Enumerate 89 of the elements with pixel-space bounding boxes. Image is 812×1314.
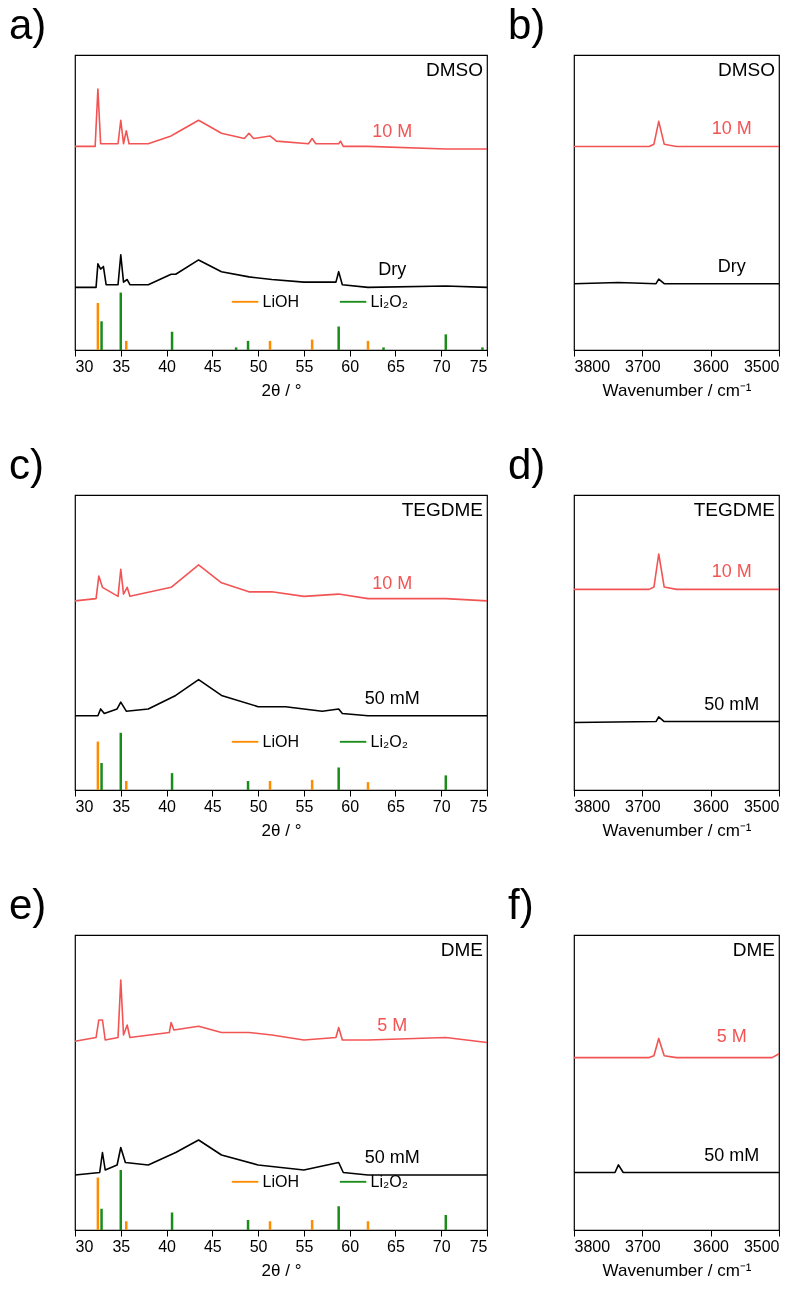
chart-title: e) — [9, 881, 47, 928]
text: TEGDME — [693, 499, 775, 520]
bar — [337, 326, 340, 350]
bar — [100, 762, 103, 790]
series-label: 50 mM — [704, 693, 760, 714]
x-tick-label: 3600 — [693, 357, 730, 375]
series-label: Dry — [717, 255, 746, 276]
series-label: 5 M — [377, 1014, 408, 1035]
x-tick-label: 3500 — [743, 1237, 780, 1255]
x-tick-label: 75 — [469, 1237, 488, 1255]
series-label: 50 mM — [364, 1147, 420, 1167]
legend-label: Li₂O₂ — [370, 1172, 408, 1190]
x-tick-label: 40 — [158, 1237, 177, 1255]
x-tick-label: 65 — [387, 1237, 405, 1255]
bar — [337, 767, 340, 790]
bar — [100, 321, 103, 350]
series-label: 10 M — [711, 118, 752, 139]
legend-label: Li₂O₂ — [370, 292, 408, 310]
x-tick-label: 60 — [341, 797, 360, 815]
series-label: Dry — [378, 259, 407, 280]
x-tick-label: 3700 — [625, 357, 661, 375]
x-tick-label: 75 — [469, 797, 488, 815]
x-tick-label: 50 — [249, 357, 268, 375]
series-label: 5 M — [716, 1025, 747, 1046]
x-tick-label: 30 — [75, 357, 94, 375]
bar — [125, 340, 128, 350]
series-label: 50 mM — [364, 687, 420, 708]
series-label: 50 mM — [704, 1144, 760, 1165]
bar — [125, 780, 128, 790]
x-tick-label: 40 — [158, 357, 177, 375]
chart-title: b) — [508, 1, 546, 48]
x-tick-label: 70 — [432, 1237, 451, 1255]
x-tick-label: 70 — [432, 797, 451, 815]
x-tick-label: 35 — [112, 797, 131, 815]
x-tick-label: 60 — [341, 1237, 360, 1255]
series-label: 10 M — [372, 120, 413, 141]
bar — [100, 1208, 103, 1230]
chart-title: a) — [9, 1, 47, 48]
x-tick-label: 3600 — [693, 797, 730, 815]
bar — [125, 1221, 128, 1230]
series-label: 10 M — [711, 561, 752, 582]
x-axis-title: 2θ / ° — [261, 380, 302, 400]
chart-title: c) — [9, 441, 44, 488]
x-axis-title: Wavenumber / cm⁻¹ — [602, 1260, 752, 1280]
x-tick-label: 55 — [295, 1237, 314, 1255]
legend-label: LiOH — [262, 292, 300, 310]
x-axis-title: Wavenumber / cm⁻¹ — [602, 380, 752, 400]
legend-label: LiOH — [262, 1172, 300, 1190]
x-tick-label: 40 — [158, 797, 177, 815]
series-label: 10 M — [372, 572, 413, 593]
x-tick-label: 55 — [295, 797, 314, 815]
x-tick-label: 65 — [387, 357, 405, 375]
x-tick-label: 3800 — [574, 797, 611, 815]
text: TEGDME — [401, 499, 483, 520]
text: DME — [440, 939, 483, 960]
x-tick-label: 3800 — [574, 1237, 611, 1255]
x-axis-title: 2θ / ° — [261, 1260, 302, 1280]
bar — [481, 347, 484, 350]
x-tick-label: 35 — [112, 357, 131, 375]
x-tick-label: 35 — [112, 1237, 131, 1255]
x-tick-label: 65 — [387, 797, 405, 815]
x-tick-label: 55 — [295, 357, 314, 375]
x-tick-label: 45 — [203, 797, 222, 815]
x-axis-title: 2θ / ° — [261, 820, 302, 840]
x-tick-label: 3700 — [625, 797, 661, 815]
bar — [337, 1206, 340, 1230]
bar — [382, 347, 385, 350]
text: DME — [732, 939, 775, 960]
chart-title: f) — [508, 881, 534, 928]
x-axis-title: Wavenumber / cm⁻¹ — [602, 820, 752, 840]
text: DMSO — [426, 59, 483, 80]
x-tick-label: 45 — [203, 1237, 222, 1255]
x-tick-label: 50 — [249, 1237, 268, 1255]
x-tick-label: 45 — [203, 357, 222, 375]
x-tick-label: 3500 — [743, 357, 780, 375]
x-tick-label: 3600 — [693, 1237, 730, 1255]
x-tick-label: 3700 — [625, 1237, 661, 1255]
legend-label: Li₂O₂ — [370, 732, 408, 750]
chart-title: d) — [508, 441, 546, 488]
x-tick-label: 75 — [469, 357, 488, 375]
x-tick-label: 50 — [249, 797, 268, 815]
x-tick-label: 30 — [75, 1237, 94, 1255]
x-tick-label: 70 — [432, 357, 451, 375]
text: DMSO — [718, 59, 775, 80]
x-tick-label: 30 — [75, 797, 94, 815]
x-tick-label: 3800 — [574, 357, 611, 375]
x-tick-label: 60 — [341, 357, 360, 375]
x-tick-label: 3500 — [743, 797, 780, 815]
legend-label: LiOH — [262, 732, 300, 750]
